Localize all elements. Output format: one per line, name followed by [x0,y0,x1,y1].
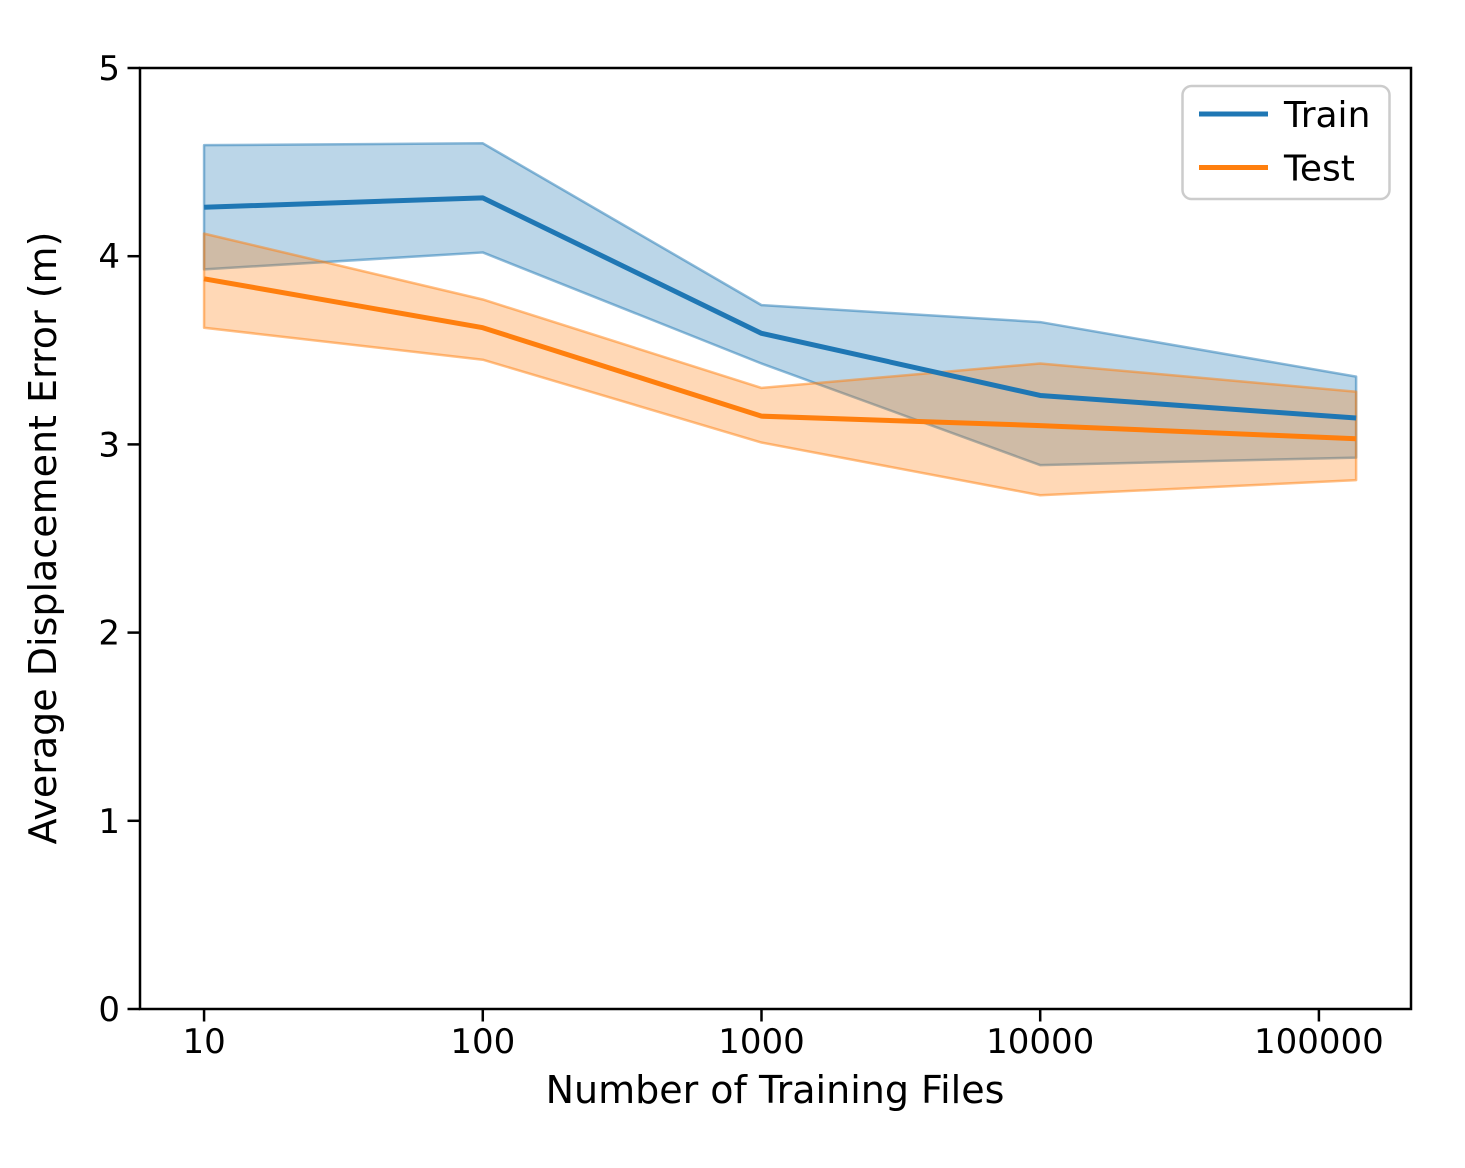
y-axis-label: Average Displacement Error (m) [21,232,65,845]
x-axis-label: Number of Training Files [546,1068,1005,1112]
y-tick-label: 5 [98,49,120,89]
test-line [203,276,1357,442]
axes-spines [138,66,1413,1011]
x-tick-label: 100 [450,1022,515,1062]
x-tick-label: 100000 [1254,1022,1384,1062]
train-line [203,195,1357,421]
legend-train-label: Train [1283,95,1370,136]
y-tick-label: 0 [98,990,120,1030]
x-tick-label: 1000 [718,1022,805,1062]
y-tick-label: 3 [98,425,120,465]
y-tick-label: 1 [98,802,120,842]
test-confidence-band [202,232,1358,497]
legend-test-label: Test [1283,149,1355,190]
x-tick-label: 10000 [986,1022,1094,1062]
x-tick-label: 10 [182,1022,225,1062]
y-tick-label: 2 [98,614,120,654]
y-tick-label: 4 [98,237,120,277]
legend: Train Test [1181,84,1391,201]
plot-area: 10 100 1000 10000 100000 0 1 2 3 4 5 [98,49,1413,1062]
